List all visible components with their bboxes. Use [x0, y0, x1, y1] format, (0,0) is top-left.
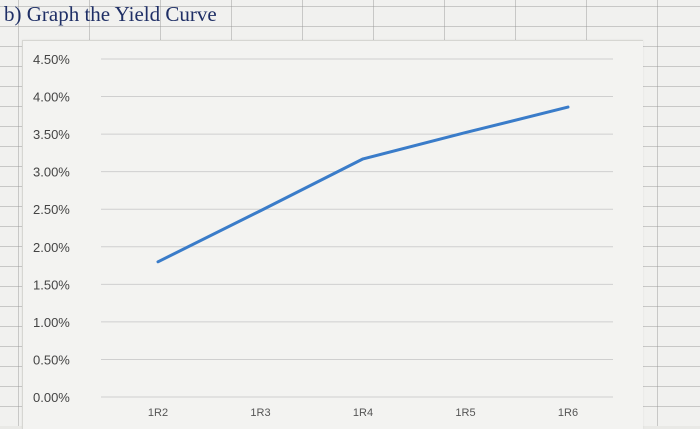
y-tick-label: 3.50% — [33, 127, 70, 142]
series-layer — [156, 105, 570, 264]
x-tick-label: 1R2 — [148, 407, 168, 419]
x-tick-label: 1R4 — [353, 407, 373, 419]
yield-curve-chart: 0.00% 0.50% 1.00% 1.50% 2.00% 2.50% 3.00% 3.50%… — [33, 52, 613, 419]
series-line[interactable] — [156, 105, 570, 264]
y-tick-label: 2.00% — [33, 240, 70, 255]
y-tick-label: 3.00% — [33, 165, 70, 180]
x-tick-label: 1R5 — [455, 407, 475, 419]
cell-title[interactable]: b) Graph the Yield Curve — [4, 2, 217, 26]
x-axis-tick-labels: 1R2 1R3 1R4 1R5 1R6 — [148, 407, 578, 419]
x-tick-label: 1R3 — [250, 407, 270, 419]
gridlines — [101, 58, 613, 398]
y-tick-label: 4.00% — [33, 90, 70, 105]
y-tick-label: 4.50% — [33, 52, 70, 67]
x-tick-label: 1R6 — [558, 407, 578, 419]
y-tick-label: 0.50% — [33, 352, 70, 367]
y-tick-label: 0.00% — [33, 390, 70, 405]
y-axis-tick-labels: 0.00% 0.50% 1.00% 1.50% 2.00% 2.50% 3.00% 3.50%… — [33, 52, 70, 405]
y-tick-label: 1.50% — [33, 277, 70, 292]
chart-area[interactable]: 0.00% 0.50% 1.00% 1.50% 2.00% 2.50% 3.00% 3.50%… — [22, 40, 643, 429]
y-tick-label: 1.00% — [33, 315, 70, 330]
y-tick-label: 2.50% — [33, 202, 70, 217]
